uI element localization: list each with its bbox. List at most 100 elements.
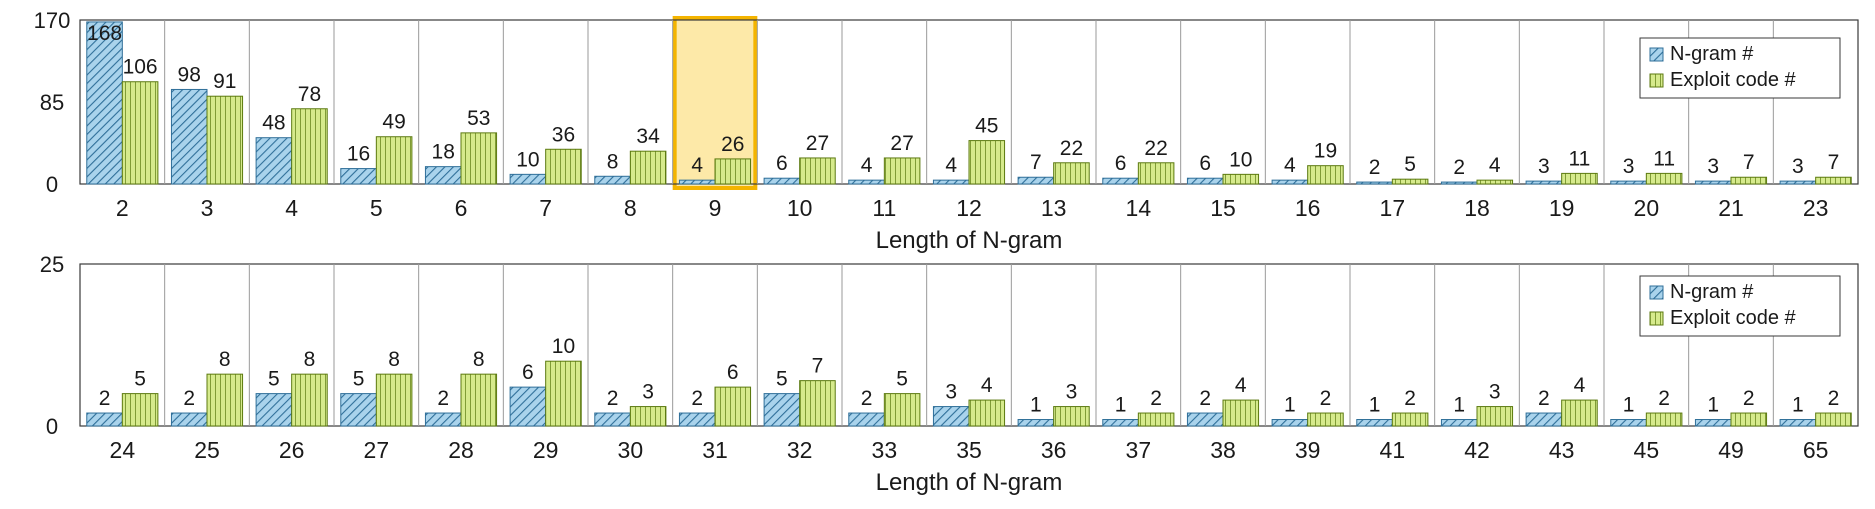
exploit-bar [291,373,328,427]
exploit-value-label: 34 [636,125,660,148]
x-tick-label: 21 [1718,195,1744,221]
ngram-bar [255,137,293,185]
exploit-bar [1053,162,1090,185]
exploit-value-label: 3 [1066,381,1078,404]
exploit-value-label: 8 [388,348,400,371]
legend-swatch-exploit [1649,73,1664,88]
ngram-value-label: 2 [691,387,703,410]
exploit-bar [1137,162,1175,185]
exploit-bar [545,360,582,427]
ngram-bar [678,179,716,185]
ngram-bar [170,412,208,427]
exploit-value-label: 6 [727,361,739,384]
x-tick-label: 39 [1295,437,1321,463]
ngram-bar [1356,181,1393,185]
x-tick-label: 33 [872,437,898,463]
x-tick-label: 9 [709,195,722,221]
ngram-value-label: 2 [183,387,195,410]
ngram-bar [1017,419,1055,427]
exploit-bar [799,157,836,185]
exploit-value-label: 19 [1314,140,1337,163]
ngram-bar [86,412,123,427]
ngram-bar [1440,181,1478,185]
exploit-value-label: 8 [219,348,231,371]
x-tick-label: 37 [1126,437,1152,463]
ngram-bar [1779,180,1817,185]
x-tick-label: 7 [539,195,552,221]
exploit-value-label: 11 [1653,147,1675,170]
exploit-bar [1645,412,1683,427]
ngram-value-label: 5 [268,368,280,391]
ngram-value-label: 4 [691,154,703,177]
exploit-bar [1476,406,1514,427]
ngram-bar [932,179,970,185]
ngram-bar [1271,179,1309,185]
ngram-value-label: 2 [1453,156,1465,179]
ngram-bar [848,412,885,427]
exploit-bar [1307,165,1344,185]
exploit-value-label: 7 [1828,151,1840,174]
ngram-bar [763,393,801,427]
y-tick-label: 0 [46,172,58,197]
exploit-value-label: 4 [981,374,993,397]
ngram-value-label: 2 [99,387,111,410]
ngram-value-label: 1 [1115,394,1127,417]
x-tick-label: 18 [1464,195,1490,221]
ngram-value-label: 98 [178,63,201,86]
ngram-value-label: 1 [1623,394,1635,417]
y-tick-label: 85 [40,90,64,115]
ngram-value-label: 2 [1369,156,1381,179]
exploit-value-label: 7 [812,355,824,378]
x-tick-label: 36 [1041,437,1067,463]
x-tick-label: 19 [1549,195,1575,221]
exploit-bar [206,95,244,185]
exploit-value-label: 2 [1404,387,1416,410]
ngram-value-label: 1 [1369,394,1381,417]
ngram-bar [678,412,716,427]
x-tick-label: 49 [1718,437,1744,463]
ngram-bar [424,166,462,185]
exploit-bar [1476,179,1514,185]
legend-label-exploit: Exploit code # [1670,307,1797,329]
ngram-bar [1440,419,1478,427]
exploit-value-label: 4 [1574,374,1586,397]
ngram-value-label: 3 [1538,155,1550,178]
x-axis-label: Length of N-gram [876,227,1063,254]
x-tick-label: 29 [533,437,559,463]
exploit-value-label: 11 [1569,147,1591,170]
exploit-bar [460,373,498,427]
exploit-bar [968,140,1006,185]
x-tick-label: 2 [116,195,129,221]
x-tick-label: 35 [956,437,982,463]
x-tick-label: 11 [872,195,896,221]
x-tick-label: 16 [1295,195,1321,221]
exploit-bar [1391,412,1429,427]
x-tick-label: 31 [702,437,728,463]
exploit-bar [883,393,921,427]
legend-swatch-ngram [1649,47,1664,62]
exploit-value-label: 2 [1743,387,1755,410]
exploit-value-label: 26 [721,133,744,156]
x-tick-label: 23 [1803,195,1829,221]
x-tick-label: 4 [285,195,298,221]
exploit-value-label: 2 [1658,387,1670,410]
ngram-value-label: 5 [776,368,788,391]
exploit-value-label: 27 [806,132,829,155]
ngram-bar [1694,419,1732,427]
ngram-bar [509,386,547,427]
x-tick-label: 43 [1549,437,1575,463]
ngram-value-label: 3 [1707,155,1719,178]
x-tick-label: 15 [1210,195,1236,221]
exploit-value-label: 2 [1828,387,1840,410]
ngram-value-label: 4 [945,154,957,177]
exploit-value-label: 5 [896,368,908,391]
exploit-bar [206,373,244,427]
exploit-bar [1561,399,1598,427]
ngram-bar [1102,419,1139,427]
ngram-value-label: 2 [437,387,449,410]
ngram-value-label: 4 [1284,154,1296,177]
exploit-value-label: 4 [1489,154,1501,177]
exploit-bar [291,108,328,185]
